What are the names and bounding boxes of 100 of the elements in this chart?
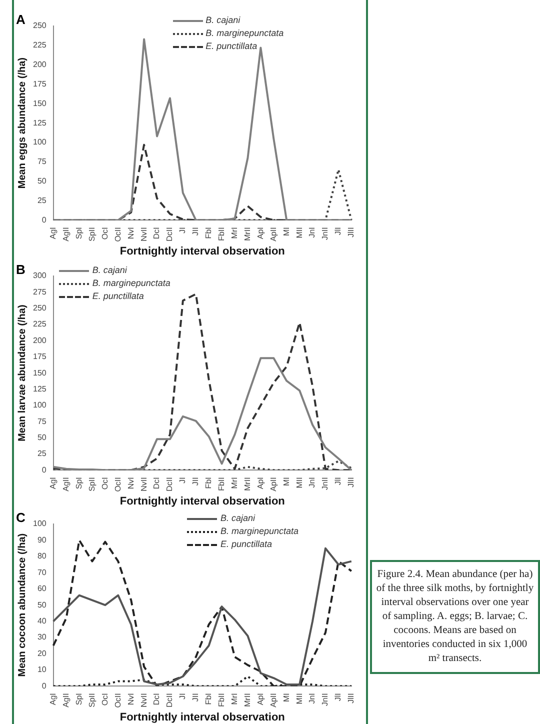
y-tick-label: 30	[37, 632, 47, 642]
legend-label: B. marginepunctata	[92, 277, 170, 290]
x-tick-label: JlII	[346, 693, 356, 704]
x-axis-title: Fortnightly interval observation	[120, 495, 286, 508]
x-tick-label: OcII	[113, 693, 122, 708]
x-tick-label: NvI	[126, 477, 136, 490]
y-tick-label: 40	[37, 616, 47, 626]
legend-label: B. cajani	[92, 264, 127, 277]
y-tick-label: 20	[37, 648, 47, 658]
x-tick-label: FbI	[204, 477, 214, 489]
y-tick-label: 70	[37, 568, 47, 577]
x-tick-label: DcI	[152, 693, 162, 706]
y-tick-label: 175	[32, 352, 47, 362]
x-tick-label: NvI	[126, 227, 136, 240]
x-tick-label: MrII	[242, 477, 252, 491]
x-tick-label: JnII	[320, 693, 330, 706]
legend-label: E. punctillata	[92, 290, 144, 303]
x-tick-label: MrI	[230, 693, 239, 705]
x-tick-label: SpI	[74, 227, 84, 240]
y-tick-label: 225	[32, 40, 47, 50]
y-tick-label: 150	[32, 98, 47, 108]
x-tick-label: JnI	[308, 227, 317, 238]
y-tick-label: 125	[32, 384, 47, 394]
y-tick-label: 0	[42, 681, 47, 690]
y-tick-label: 25	[37, 449, 47, 458]
x-tick-label: NvII	[139, 477, 148, 492]
y-tick-label: 75	[37, 157, 47, 166]
x-tick-label: MI	[282, 227, 291, 236]
y-tick-label: 75	[37, 416, 47, 426]
legend-label: B. marginepunctata	[206, 27, 284, 40]
y-tick-label: 300	[32, 271, 47, 280]
x-tick-label: MrII	[242, 227, 252, 241]
x-tick-label: JlI	[334, 693, 343, 702]
x-tick-label: DcI	[152, 477, 162, 490]
x-tick-label: MII	[294, 693, 304, 704]
legend-label: B. marginepunctata	[220, 525, 299, 538]
x-tick-label: SpI	[74, 477, 84, 490]
y-tick-label: 0	[42, 215, 47, 224]
y-tick-label: 150	[32, 368, 47, 378]
x-tick-label: MrII	[242, 693, 252, 707]
x-tick-label: JlI	[334, 477, 343, 486]
y-tick-label: 100	[32, 519, 47, 528]
y-tick-label: 100	[32, 400, 47, 410]
x-tick-label: ApII	[268, 227, 278, 242]
y-tick-label: 250	[32, 304, 47, 313]
x-tick-label: OcI	[100, 693, 110, 706]
legend-label: E. punctillata	[220, 538, 272, 551]
y-tick-label: 90	[37, 535, 47, 544]
x-tick-label: FbI	[204, 227, 214, 239]
x-tick-label: AgI	[48, 227, 58, 240]
chart-title: A	[16, 12, 26, 28]
y-tick-label: 100	[32, 138, 47, 147]
x-tick-label: JnII	[320, 227, 330, 240]
y-tick-label: 200	[32, 336, 47, 345]
x-tick-label: JnI	[308, 477, 317, 488]
x-tick-label: JlI	[334, 227, 343, 236]
legend-label: B. cajani	[206, 14, 240, 27]
x-axis-title: Fortnightly interval observation	[120, 245, 286, 258]
legend-label: E. punctillata	[206, 40, 258, 53]
x-tick-label: ApII	[268, 477, 278, 492]
x-tick-label: FbI	[204, 693, 214, 705]
x-tick-label: MI	[282, 693, 291, 702]
x-tick-label: FbII	[217, 693, 226, 707]
y-tick-label: 200	[32, 60, 47, 70]
y-tick-label: 25	[37, 196, 47, 205]
y-tick-label: 50	[37, 176, 47, 186]
x-tick-label: JII	[191, 227, 200, 236]
x-tick-label: DcII	[165, 693, 174, 708]
x-tick-label: JI	[178, 693, 188, 700]
x-tick-label: DcI	[152, 227, 162, 240]
x-tick-label: AgII	[62, 693, 71, 708]
x-tick-label: JI	[178, 477, 188, 484]
y-tick-label: 10	[37, 665, 47, 674]
x-tick-label: OcI	[100, 477, 110, 490]
x-tick-label: NvI	[126, 693, 136, 706]
y-tick-label: 125	[32, 118, 47, 128]
y-axis-title: Mean cocoon abundance (/ha)	[16, 533, 28, 677]
x-tick-label: SpII	[87, 477, 96, 492]
y-tick-label: 275	[32, 287, 47, 296]
x-tick-label: MI	[282, 477, 291, 486]
y-tick-label: 0	[42, 465, 47, 474]
y-tick-label: 225	[32, 320, 47, 329]
y-tick-label: 175	[32, 79, 47, 88]
x-tick-label: OcII	[113, 477, 122, 492]
y-tick-label: 80	[37, 552, 47, 561]
chart-title: B	[16, 262, 26, 278]
x-tick-label: AgI	[48, 693, 58, 706]
x-tick-label: ApII	[268, 693, 278, 708]
x-tick-label: FbII	[217, 477, 226, 491]
y-tick-label: 60	[37, 584, 47, 594]
x-tick-label: JnI	[308, 693, 317, 704]
x-tick-label: NvII	[139, 693, 148, 708]
x-tick-label: JII	[191, 693, 200, 702]
x-axis-title: Fortnightly interval observation	[120, 711, 286, 724]
y-tick-label: 50	[37, 600, 47, 610]
x-tick-label: SpI	[74, 693, 84, 706]
x-tick-label: SpII	[87, 693, 96, 708]
x-tick-label: ApI	[256, 693, 265, 706]
chart-title: C	[16, 510, 26, 526]
y-tick-label: 50	[37, 432, 47, 442]
